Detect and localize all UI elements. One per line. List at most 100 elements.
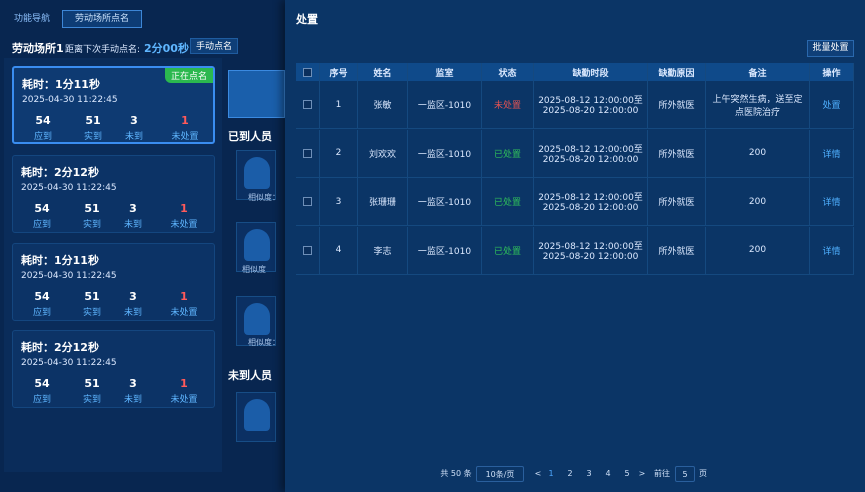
cell-cell: 一监区-1010: [408, 226, 482, 275]
similarity: 相似度：: [248, 338, 280, 347]
row-select[interactable]: [296, 129, 320, 178]
cell-cell: 一监区-1010: [408, 129, 482, 178]
period-line: 2025-08-12 12:00:00至: [538, 193, 643, 203]
no-cell: 4: [320, 226, 358, 275]
nav-tab[interactable]: 劳动场所点名: [62, 10, 142, 28]
period-cell: 2025-08-12 12:00:00至 2025-08-20 12:00:00: [534, 81, 648, 129]
arrived-title: 已到人员: [228, 130, 272, 143]
stat: 51 实到: [68, 114, 118, 142]
status-badge: 正在点名: [164, 68, 213, 83]
stat-label: 未到: [123, 308, 142, 318]
rollcall-card[interactable]: 耗时：1分11秒 2025-04-30 11:22:45 正在点名 54 应到 51 实到 3…: [12, 66, 215, 144]
similarity: 相似度：: [248, 193, 280, 202]
stat-label: 实到: [82, 220, 101, 230]
photo: [236, 150, 276, 200]
total: 共 50 条: [440, 469, 472, 478]
note: 200: [706, 178, 810, 226]
status: 已处置: [482, 226, 534, 275]
stat-label: 未到: [123, 220, 142, 230]
countdown-label: 距离下次手动点名:: [65, 45, 141, 55]
stat-value: 54: [34, 377, 50, 390]
action-link[interactable]: 详情: [810, 129, 854, 178]
period-line: 2025-08-12 12:00:00至: [538, 144, 643, 155]
dispose-modal: 处置 批量处置 序号 姓名 监室 状态 缺勤时段 缺勤原因 备注 操作 1 张敏 一监区-1010 未…: [285, 0, 865, 492]
start-time: 2025-04-30 11:22:45: [21, 358, 117, 368]
place-name: 劳动场所1: [12, 42, 64, 55]
stat-label: 应到: [33, 132, 52, 142]
no-cell: 3: [320, 178, 358, 226]
stat: 1 未处置: [159, 202, 209, 230]
manual-button[interactable]: 手动点名: [190, 38, 238, 54]
note: 200: [706, 129, 810, 178]
goto-unit: 页: [699, 469, 707, 478]
stat: 3 未到: [108, 377, 158, 405]
stat-value: 51: [84, 202, 100, 215]
page-size[interactable]: 10条/页: [476, 466, 524, 482]
stat-label: 未到: [124, 132, 143, 142]
stat-value: 54: [34, 202, 50, 215]
page-number[interactable]: 2: [567, 469, 573, 478]
page-number[interactable]: 1: [548, 469, 554, 478]
page-number[interactable]: 5: [624, 469, 630, 478]
row-select[interactable]: [296, 226, 320, 275]
modal-title: 处置: [296, 13, 318, 26]
action-link[interactable]: 详情: [810, 226, 854, 275]
page-number[interactable]: 4: [605, 469, 611, 478]
column-header: 姓名: [358, 63, 408, 81]
reason-cell: 所外就医: [648, 81, 706, 129]
start-time: 2025-04-30 11:22:45: [22, 95, 118, 105]
stat-label: 未到: [123, 395, 142, 405]
next[interactable]: >: [638, 469, 646, 478]
stat-label: 未处置: [171, 132, 199, 142]
photo: [236, 222, 276, 272]
duration: 耗时：1分11秒: [21, 254, 99, 267]
stat-value: 3: [129, 377, 137, 390]
row-select[interactable]: [296, 81, 320, 129]
stat: 3 未到: [109, 114, 159, 142]
period-line: 2025-08-20 12:00:00: [542, 106, 639, 116]
name-cell: 张敏: [358, 81, 408, 129]
column-header: 备注: [706, 63, 810, 81]
stat-label: 应到: [32, 220, 51, 230]
nav-tab[interactable]: 功能导航: [13, 14, 50, 24]
period-cell: 2025-08-12 12:00:00至 2025-08-20 12:00:00: [534, 129, 648, 178]
note: 200: [706, 226, 810, 275]
rollcall-card[interactable]: 耗时：2分12秒 2025-04-30 11:22:45 54 应到 51 实到 3 未到 1 未…: [12, 155, 215, 233]
goto-input[interactable]: 5: [675, 466, 695, 482]
stat: 1 未处置: [159, 377, 209, 405]
name-cell: 张珊珊: [358, 178, 408, 226]
stat-value: 54: [35, 114, 51, 127]
column-header: 缺勤时段: [534, 63, 648, 81]
stat-label: 应到: [32, 395, 51, 405]
duration: 耗时：2分12秒: [21, 166, 99, 179]
batch-button[interactable]: 批量处置: [807, 40, 854, 57]
stat: 54 应到: [17, 290, 67, 318]
stat: 54 应到: [17, 202, 67, 230]
stat: 54 应到: [17, 377, 67, 405]
reason-cell: 所外就医: [648, 226, 706, 275]
cell-cell: 一监区-1010: [408, 178, 482, 226]
duration: 耗时：1分11秒: [22, 78, 100, 91]
status: 已处置: [482, 178, 534, 226]
action-link[interactable]: 详情: [810, 178, 854, 226]
period-line: 2025-08-12 12:00:00至: [538, 241, 643, 252]
stat-value: 3: [129, 290, 137, 303]
stat: 3 未到: [108, 202, 158, 230]
photo: [236, 296, 276, 346]
stat: 51 实到: [67, 202, 117, 230]
stat-value: 51: [85, 114, 101, 127]
stat: 3 未到: [108, 290, 158, 318]
summary-box: [228, 70, 285, 118]
period-line: 2025-08-20 12:00:00: [542, 203, 639, 213]
goto-label: 前往: [654, 469, 670, 478]
row-select[interactable]: [296, 178, 320, 226]
stat-value: 1: [180, 377, 188, 390]
action-link[interactable]: 处置: [810, 81, 854, 129]
no-cell: 2: [320, 129, 358, 178]
prev[interactable]: <: [534, 469, 542, 478]
page-number[interactable]: 3: [586, 469, 592, 478]
rollcall-card[interactable]: 耗时：2分12秒 2025-04-30 11:22:45 54 应到 51 实到 3 未到 1 未…: [12, 330, 215, 408]
rollcall-card[interactable]: 耗时：1分11秒 2025-04-30 11:22:45 54 应到 51 实到 3 未到 1 未…: [12, 243, 215, 321]
stat-label: 实到: [82, 395, 101, 405]
